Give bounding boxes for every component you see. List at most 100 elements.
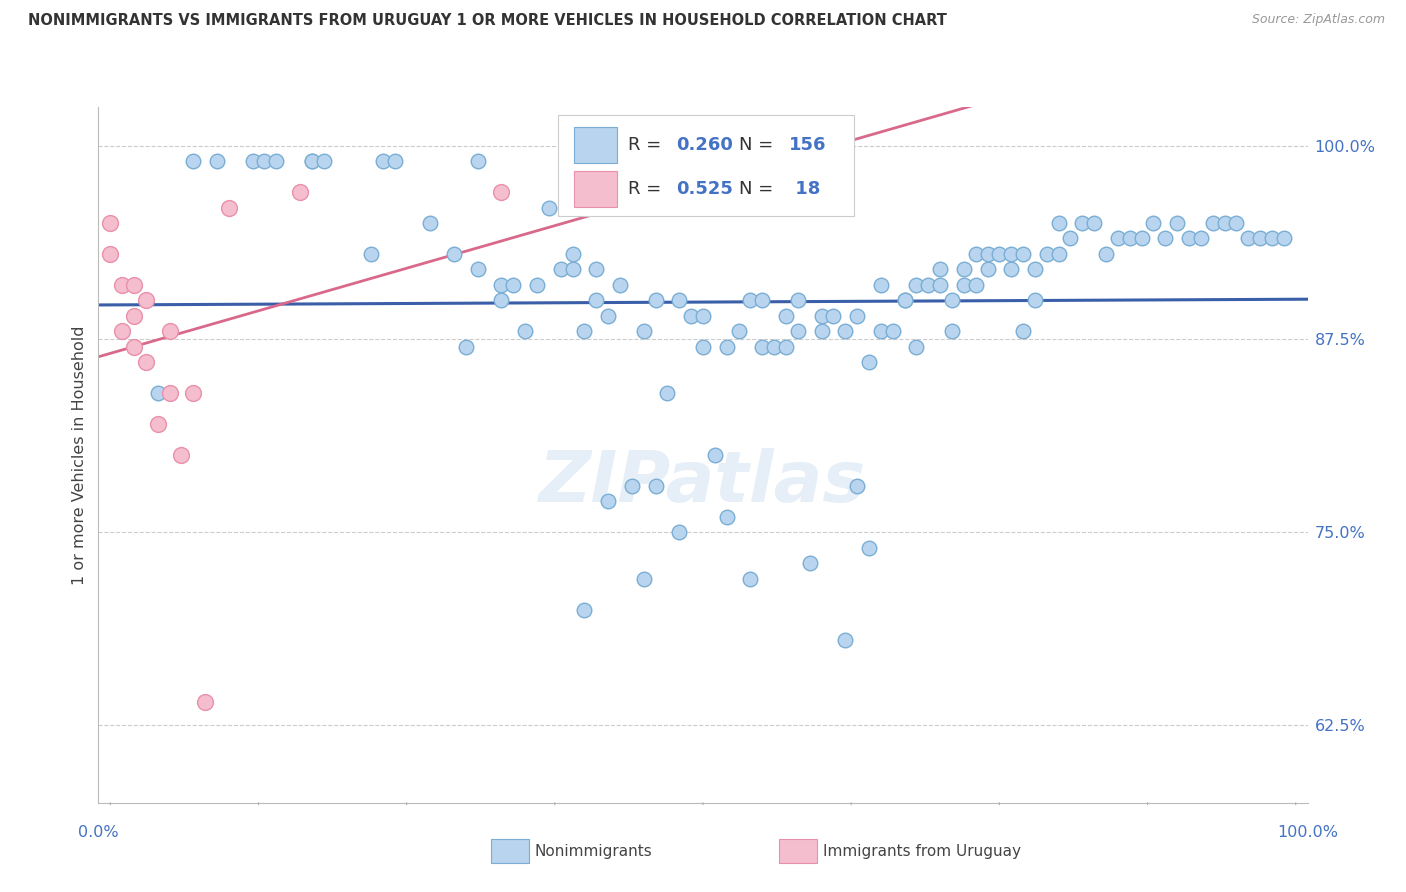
Point [905,340,928,354]
Point [786,324,808,338]
Point [550,262,572,277]
Point [976,247,998,261]
Y-axis label: 1 or more Vehicles in Household: 1 or more Vehicles in Household [72,326,87,584]
FancyBboxPatch shape [558,115,855,216]
Text: 18: 18 [789,180,820,198]
Point [1261,231,1284,245]
Point [633,572,655,586]
Point [491,293,513,308]
Point [585,293,607,308]
Point [692,340,714,354]
Point [135,293,157,308]
Point [515,324,537,338]
Point [1107,231,1129,245]
Point [869,324,891,338]
Point [205,154,228,169]
Point [1047,247,1070,261]
Point [561,262,583,277]
Text: N =: N = [740,136,779,154]
Point [893,293,915,308]
Point [384,154,406,169]
Point [1142,216,1164,230]
Point [1178,231,1201,245]
Point [716,509,738,524]
Point [668,525,690,540]
Point [882,324,904,338]
Point [159,324,181,338]
Point [1059,231,1081,245]
Point [952,262,974,277]
Point [122,277,145,292]
Point [716,340,738,354]
Point [763,340,786,354]
Text: 0.0%: 0.0% [79,825,118,840]
Point [1000,247,1022,261]
Point [941,324,963,338]
Point [1036,247,1059,261]
Point [502,277,524,292]
Point [288,185,311,199]
Point [823,309,845,323]
Point [775,309,797,323]
Text: 0.525: 0.525 [676,180,734,198]
Point [965,277,987,292]
Point [1083,216,1105,230]
Point [1071,216,1094,230]
Point [929,277,952,292]
Point [598,494,620,508]
Point [146,417,169,431]
Point [491,185,513,199]
Point [633,324,655,338]
Point [598,309,620,323]
Point [644,293,666,308]
Point [1095,247,1118,261]
Text: R =: R = [628,136,666,154]
Point [1272,231,1295,245]
Point [264,154,287,169]
Point [1249,231,1271,245]
Point [561,247,583,261]
Point [668,293,690,308]
Text: N =: N = [740,180,779,198]
Text: Source: ZipAtlas.com: Source: ZipAtlas.com [1251,13,1385,27]
Point [846,309,869,323]
Point [122,340,145,354]
Point [122,309,145,323]
Point [1000,262,1022,277]
Point [775,340,797,354]
Point [846,479,869,493]
Point [1202,216,1225,230]
Point [146,386,169,401]
Point [834,324,856,338]
Text: Nonimmigrants: Nonimmigrants [534,845,652,859]
Point [1024,293,1046,308]
Point [98,247,121,261]
Point [1189,231,1212,245]
Point [976,262,998,277]
Point [810,324,832,338]
Point [443,247,465,261]
Point [585,262,607,277]
Point [111,324,134,338]
Point [929,262,952,277]
Point [869,277,891,292]
Point [135,355,157,369]
Text: NONIMMIGRANTS VS IMMIGRANTS FROM URUGUAY 1 OR MORE VEHICLES IN HOUSEHOLD CORRELA: NONIMMIGRANTS VS IMMIGRANTS FROM URUGUAY… [28,13,948,29]
Text: 0.260: 0.260 [676,136,734,154]
Point [253,154,276,169]
Point [301,154,323,169]
Point [170,448,193,462]
Point [1166,216,1188,230]
Point [98,216,121,230]
Text: Immigrants from Uruguay: Immigrants from Uruguay [823,845,1021,859]
Point [1047,216,1070,230]
Text: 156: 156 [789,136,827,154]
Point [751,293,773,308]
Point [681,309,703,323]
Point [181,154,204,169]
Point [740,572,762,586]
Point [751,340,773,354]
Point [657,386,679,401]
Point [1012,324,1035,338]
Point [491,277,513,292]
